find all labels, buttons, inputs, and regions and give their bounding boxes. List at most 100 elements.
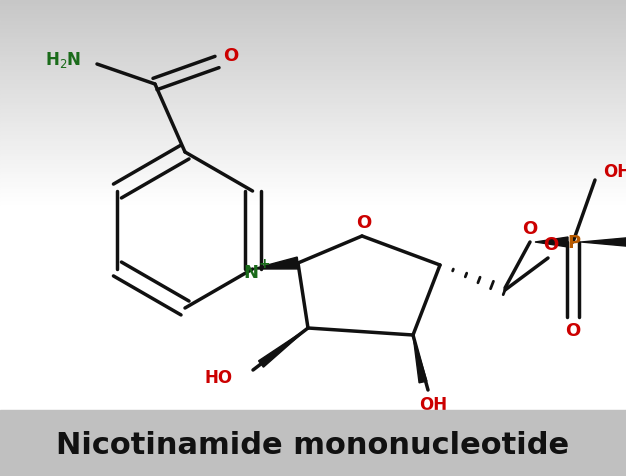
Bar bbox=[0, 170, 626, 172]
Bar bbox=[0, 334, 626, 336]
Bar bbox=[0, 377, 626, 379]
Bar bbox=[0, 119, 626, 121]
Bar bbox=[0, 111, 626, 113]
Bar bbox=[0, 199, 626, 201]
Polygon shape bbox=[535, 237, 568, 247]
Bar bbox=[0, 72, 626, 74]
Bar bbox=[0, 260, 626, 262]
Bar bbox=[0, 6, 626, 8]
Bar bbox=[0, 394, 626, 396]
Text: OH: OH bbox=[603, 163, 626, 181]
Bar bbox=[0, 279, 626, 281]
Bar bbox=[0, 141, 626, 143]
Bar bbox=[0, 347, 626, 348]
Bar bbox=[0, 338, 626, 340]
Bar bbox=[0, 86, 626, 88]
Bar bbox=[0, 326, 626, 328]
Bar bbox=[0, 371, 626, 373]
Bar bbox=[0, 379, 626, 381]
Bar bbox=[0, 176, 626, 178]
Polygon shape bbox=[581, 237, 626, 247]
Bar bbox=[0, 66, 626, 68]
Bar bbox=[0, 138, 626, 139]
Bar bbox=[0, 277, 626, 279]
Bar bbox=[0, 185, 626, 187]
Bar bbox=[0, 209, 626, 211]
Bar bbox=[0, 117, 626, 119]
Bar bbox=[0, 58, 626, 60]
Bar bbox=[0, 27, 626, 29]
Bar bbox=[0, 31, 626, 33]
Bar bbox=[0, 166, 626, 168]
Polygon shape bbox=[413, 335, 427, 383]
Bar bbox=[0, 307, 626, 309]
Bar bbox=[0, 359, 626, 361]
Bar bbox=[0, 238, 626, 240]
Bar bbox=[0, 396, 626, 398]
Polygon shape bbox=[252, 257, 299, 269]
Bar bbox=[0, 174, 626, 176]
Bar bbox=[0, 68, 626, 69]
Bar bbox=[0, 295, 626, 297]
Text: HO: HO bbox=[205, 369, 233, 387]
Bar bbox=[0, 148, 626, 149]
Bar bbox=[0, 303, 626, 306]
Bar bbox=[0, 92, 626, 94]
Bar bbox=[0, 291, 626, 293]
Bar bbox=[0, 8, 626, 10]
Bar bbox=[0, 61, 626, 64]
Bar bbox=[0, 211, 626, 213]
Bar bbox=[0, 160, 626, 162]
Bar bbox=[0, 410, 626, 476]
Bar bbox=[0, 41, 626, 43]
Bar bbox=[0, 283, 626, 285]
Bar bbox=[0, 188, 626, 191]
Bar bbox=[0, 90, 626, 92]
Bar bbox=[0, 389, 626, 392]
Bar bbox=[0, 240, 626, 242]
Bar bbox=[0, 332, 626, 334]
Text: O: O bbox=[565, 322, 581, 340]
Bar bbox=[0, 318, 626, 320]
Bar bbox=[0, 135, 626, 138]
Bar bbox=[0, 312, 626, 314]
Bar bbox=[0, 193, 626, 195]
Bar bbox=[0, 49, 626, 51]
Bar bbox=[0, 201, 626, 203]
Bar bbox=[0, 168, 626, 170]
Bar bbox=[0, 149, 626, 152]
Bar bbox=[0, 88, 626, 90]
Bar bbox=[0, 82, 626, 84]
Bar bbox=[0, 55, 626, 58]
Bar bbox=[0, 64, 626, 66]
Bar bbox=[0, 20, 626, 22]
Bar bbox=[0, 172, 626, 174]
Bar bbox=[0, 328, 626, 330]
Bar bbox=[0, 256, 626, 258]
Bar bbox=[0, 10, 626, 12]
Bar bbox=[0, 270, 626, 273]
Bar bbox=[0, 406, 626, 408]
Bar bbox=[0, 129, 626, 131]
Bar bbox=[0, 37, 626, 39]
Bar bbox=[0, 306, 626, 307]
Bar bbox=[0, 207, 626, 209]
Text: Nicotinamide mononucleotide: Nicotinamide mononucleotide bbox=[56, 430, 570, 459]
Bar bbox=[0, 45, 626, 47]
Bar bbox=[0, 316, 626, 318]
Bar bbox=[0, 297, 626, 299]
Bar bbox=[0, 336, 626, 338]
Bar bbox=[0, 267, 626, 268]
Bar bbox=[0, 2, 626, 4]
Bar bbox=[0, 387, 626, 389]
Bar bbox=[0, 268, 626, 270]
Bar bbox=[0, 262, 626, 265]
Bar bbox=[0, 353, 626, 355]
Text: P: P bbox=[567, 234, 580, 252]
Bar bbox=[0, 115, 626, 117]
Bar bbox=[0, 218, 626, 219]
Bar bbox=[0, 365, 626, 367]
Bar bbox=[0, 113, 626, 115]
Bar bbox=[0, 342, 626, 345]
Bar bbox=[0, 404, 626, 406]
